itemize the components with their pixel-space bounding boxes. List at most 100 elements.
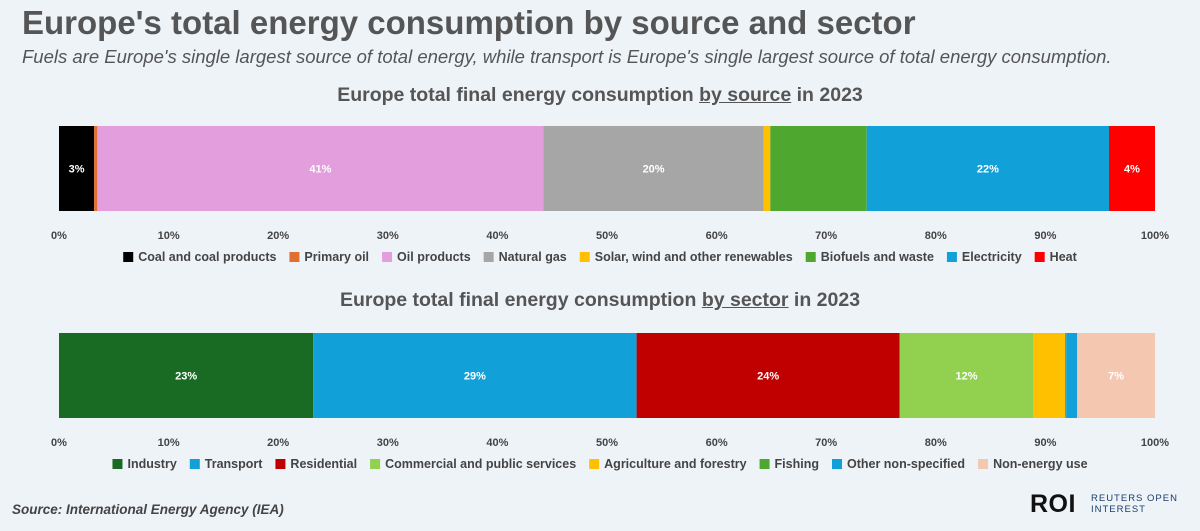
legend-item: Solar, wind and other renewables [579,250,793,264]
bar-segment [899,333,1034,418]
x-tick-label: 10% [158,230,180,242]
x-tick-label: 50% [596,437,618,449]
legend-label: Transport [205,457,263,471]
legend-item: Oil products [382,250,471,264]
bar-data-label: 7% [1108,371,1124,383]
legend-swatch [1034,252,1045,262]
legend-label: Primary oil [304,250,369,264]
legend-label: Non-energy use [993,457,1088,471]
x-tick-label: 0% [51,437,67,449]
bar-segment [94,126,98,211]
bar-data-label: 12% [955,371,977,383]
legend-swatch [759,459,770,469]
x-tick-label: 10% [158,437,180,449]
x-tick-label: 40% [486,437,508,449]
legend-item: Non-energy use [978,457,1088,471]
legend-item: Commercial and public services [370,457,576,471]
bar-data-label: 3% [69,164,85,176]
legend-label: Fishing [775,457,819,471]
chart-title-underlined: by sector [701,289,789,311]
logo-line-1: REUTERS OPEN [1091,493,1178,504]
legend-swatch [382,252,393,262]
legend-item: Biofuels and waste [805,250,934,264]
logo-line-2: INTEREST [1091,504,1146,515]
legend-item: Fishing [759,457,819,471]
bar-data-label: 24% [757,371,779,383]
bar-segment [1065,333,1067,418]
bar-data-label: 4% [1124,164,1140,176]
page-title: Europe's total energy consumption by sou… [22,4,916,41]
bar-segment [770,126,867,211]
chart-title-by-source: Europe total final energy consumption by… [0,84,1200,107]
legend-swatch [589,459,600,469]
legend-swatch [831,459,842,469]
chart-title-pre: Europe total final energy consumption [337,84,700,106]
legend-item: Coal and coal products [123,250,276,264]
legend-swatch [112,459,123,469]
x-tick-label: 60% [706,437,728,449]
x-tick-label: 40% [486,230,508,242]
x-tick-label: 20% [267,437,289,449]
legend-item: Residential [275,457,357,471]
x-tick-label: 80% [925,230,947,242]
legend-item: Electricity [946,250,1022,264]
legend-label: Natural gas [499,250,567,264]
chart-title-post: in 2023 [788,289,861,311]
x-tick-label: 20% [267,230,289,242]
legend-swatch [275,459,286,469]
legend-swatch [978,459,989,469]
x-tick-label: 70% [815,230,837,242]
bar-data-label: 22% [977,164,999,176]
sector-stacked-bar-chart: 23% 29% 24% 12% 7% 0% 10% 20% 30% 40% 50% 60% 70% 80%… [51,333,1169,471]
chart-title-underlined: by source [699,84,792,106]
x-tick-label: 90% [1034,437,1056,449]
bar-data-label: 41% [309,164,331,176]
legend-label: Residential [290,457,357,471]
chart-title-pre: Europe total final energy consumption [339,289,702,311]
legend-label: Commercial and public services [385,457,576,471]
legend-swatch [189,459,200,469]
bar-segment [1066,333,1078,418]
legend-item: Agriculture and forestry [589,457,747,471]
legend-label: Other non-specified [847,457,965,471]
bar-segment [59,126,95,211]
bar-segment [763,126,771,211]
source-note: Source: International Energy Agency (IEA… [12,502,284,517]
legend-item: Heat [1034,250,1078,264]
legend-label: Heat [1050,250,1078,264]
legend-item: Transport [189,457,263,471]
bar-segment [1108,126,1155,211]
bar-segment [59,333,314,418]
x-tick-label: 80% [925,437,947,449]
x-tick-label: 100% [1141,437,1169,449]
legend-item: Primary oil [289,250,369,264]
bar-segment [1033,333,1066,418]
legend-label: Oil products [397,250,471,264]
bar-segment [866,126,1109,211]
bar-data-label: 23% [175,371,197,383]
legend-swatch [370,459,381,469]
source-stacked-bar-chart: 3% 41% 20% 22% 4% 0% 10% 20% 30% 40% 50% 60% 70% 80% 9… [51,126,1169,264]
legend-swatch [483,252,494,262]
x-tick-label: 0% [51,230,67,242]
legend-label: Electricity [962,250,1022,264]
bar-segment [636,333,900,418]
legend-swatch [123,252,134,262]
chart-title-post: in 2023 [791,84,863,106]
bar-segment [543,126,764,211]
legend-swatch [805,252,816,262]
bar-data-label: 29% [464,371,486,383]
bar-segment [97,126,544,211]
x-tick-label: 90% [1034,230,1056,242]
x-tick-label: 100% [1141,230,1169,242]
x-tick-label: 70% [815,437,837,449]
legend-swatch [946,252,957,262]
x-tick-label: 30% [377,437,399,449]
chart-title-by-sector: Europe total final energy consumption by… [0,289,1200,312]
legend-label: Coal and coal products [138,250,276,264]
x-tick-label: 60% [706,230,728,242]
bar-segment [1077,333,1155,418]
logo-mark: ROI [1030,490,1076,518]
logo-text: REUTERS OPEN INTEREST [1091,493,1178,515]
legend-label: Solar, wind and other renewables [595,250,793,264]
